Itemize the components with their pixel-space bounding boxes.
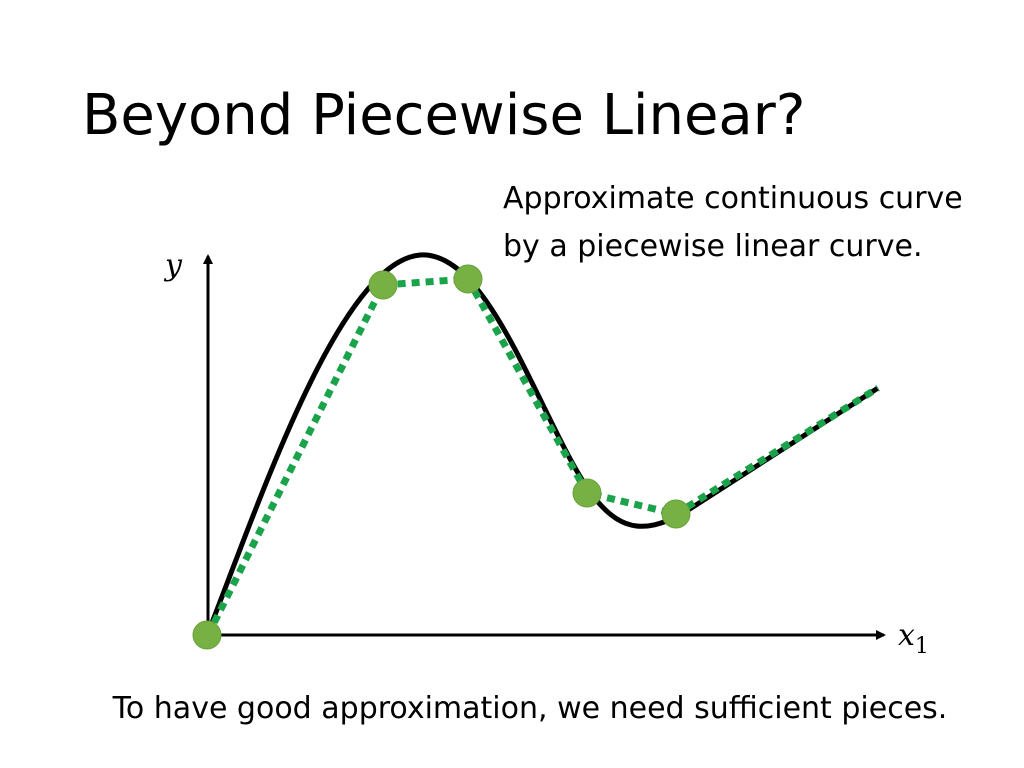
knot (192, 620, 222, 650)
y-axis-label: y (163, 248, 183, 283)
piecewise-linear-curve (204, 275, 880, 637)
continuous-curve (205, 252, 880, 634)
knots (192, 264, 691, 650)
knot (661, 499, 691, 529)
knot (368, 270, 398, 300)
x-axis-label: x1 (898, 618, 929, 659)
knot (572, 478, 602, 508)
x-axis-label-subscript: 1 (915, 634, 929, 659)
caption: To have good approximation, we need suff… (112, 691, 948, 726)
note-line: by a piecewise linear curve. (503, 229, 923, 264)
x-axis-label-main: x (898, 618, 915, 653)
slide-title: Beyond Piecewise Linear? (82, 83, 805, 148)
knot (453, 264, 483, 294)
note-line: Approximate continuous curve (503, 181, 963, 216)
